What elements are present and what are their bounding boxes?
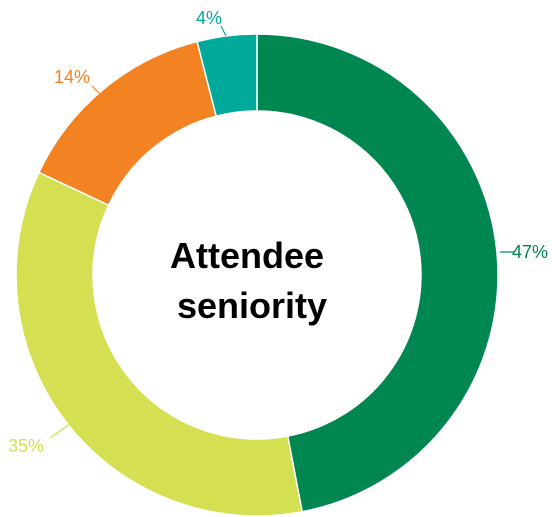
- slice-label-4: 4%: [196, 8, 222, 28]
- slice-label-47: 47%: [512, 242, 548, 262]
- slice-label-14: 14%: [54, 67, 90, 87]
- chart-title-line-2: seniority: [177, 285, 327, 326]
- chart-title-line-1: Attendee: [170, 235, 324, 276]
- chart-title: Attendee seniority: [170, 235, 334, 326]
- donut-slice-35: [15, 171, 304, 517]
- slice-labels: 47% 35% 14% 4%: [8, 8, 548, 456]
- leader-line-35: [49, 423, 71, 439]
- donut-slice-47: [256, 33, 499, 513]
- donut-slice-4: [196, 33, 258, 118]
- leader-line-14: [91, 85, 111, 105]
- slice-label-35: 35%: [8, 436, 44, 456]
- leader-line-4: [220, 25, 227, 37]
- donut-slices: [15, 33, 499, 517]
